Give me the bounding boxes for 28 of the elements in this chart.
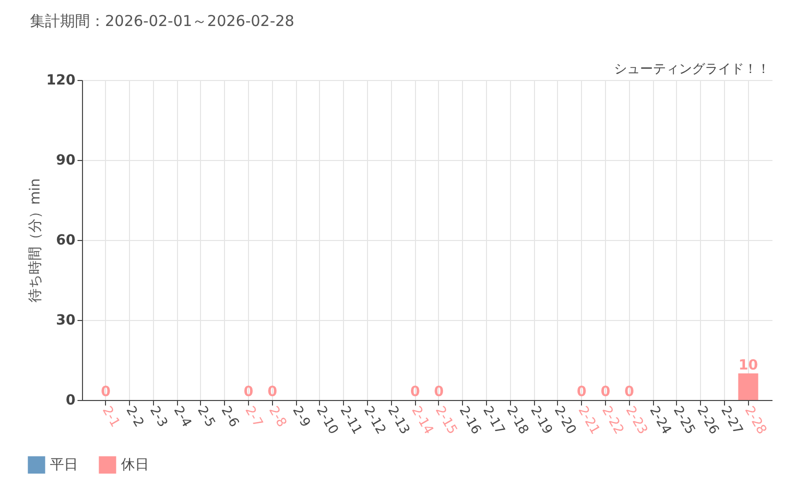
legend-label: 平日 — [50, 456, 78, 473]
x-tick-label: 2-3 — [146, 404, 170, 430]
y-tick-label: 90 — [56, 152, 76, 168]
x-tick-label: 2-8 — [265, 404, 290, 430]
data-label: 0 — [410, 384, 420, 400]
data-label: 0 — [434, 384, 444, 400]
data-label: 0 — [267, 384, 278, 400]
chart-title: 集計期間：2026-02-01～2026-02-28 — [30, 12, 294, 31]
y-tick-label: 60 — [56, 232, 76, 248]
y-tick-label: 30 — [56, 312, 76, 328]
data-label: 0 — [576, 384, 587, 400]
x-tick-label: 2-4 — [170, 404, 194, 430]
data-label: 0 — [244, 384, 254, 400]
x-tick-label: 2-7 — [242, 404, 266, 430]
chart-subtitle: シューティングライド！！ — [614, 61, 770, 78]
x-tick-label: 2-9 — [289, 404, 313, 430]
data-label: 0 — [100, 384, 111, 400]
data-label: 0 — [624, 384, 634, 400]
data-label: 10 — [738, 357, 758, 374]
x-tick-label: 2-1 — [98, 404, 122, 430]
data-label: 0 — [600, 384, 611, 400]
y-axis-title: 待ち時間（分）min — [27, 178, 44, 303]
y-tick-label: 0 — [66, 392, 76, 408]
y-tick-label: 120 — [46, 72, 76, 88]
x-tick-label: 2-2 — [122, 404, 146, 430]
x-tick-label: 2-6 — [218, 404, 242, 430]
x-tick-label: 2-5 — [194, 404, 218, 430]
legend-label: 休日 — [121, 456, 149, 473]
